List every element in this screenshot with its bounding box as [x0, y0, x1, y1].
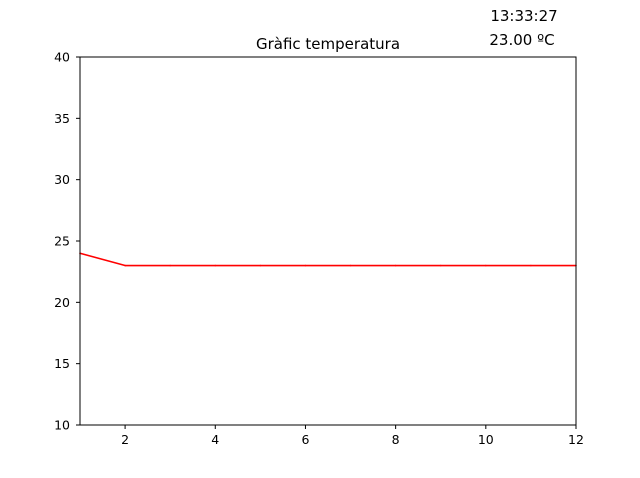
x-tick-label: 10 [478, 432, 494, 447]
temperature-data-point [304, 264, 307, 267]
x-tick-label: 6 [301, 432, 309, 447]
temperature-data-point [349, 264, 352, 267]
temperature-data-point [259, 264, 262, 267]
x-tick-label: 2 [121, 432, 129, 447]
temperature-data-point [439, 264, 442, 267]
series-layer [79, 252, 577, 267]
temperature-data-point [169, 264, 171, 267]
x-tick-label: 4 [211, 432, 219, 447]
y-tick-label: 20 [54, 295, 70, 310]
y-tick-label: 15 [54, 356, 70, 371]
x-axis: 2 4 6 8 10 12 [121, 425, 584, 447]
x-tick-label: 12 [568, 432, 584, 447]
temperature-series-line [79, 252, 576, 267]
time-readout: 13:33:27 [490, 7, 557, 25]
y-tick-label: 35 [54, 111, 70, 126]
temperature-data-point [485, 264, 487, 267]
x-tick-label: 8 [392, 432, 400, 447]
y-tick-label: 40 [54, 50, 70, 65]
y-tick-label: 10 [54, 418, 70, 433]
chart-title: Gràfic temperatura [256, 35, 400, 53]
y-tick-label: 25 [54, 234, 70, 249]
plot-frame [79, 56, 577, 426]
temperature-data-point [124, 264, 126, 267]
temperature-readout: 23.00 ºC [489, 31, 554, 49]
temperature-data-point [530, 264, 532, 267]
y-axis: 10 15 20 25 30 35 40 [54, 50, 80, 433]
temperature-data-point [394, 264, 397, 267]
y-tick-label: 30 [54, 172, 70, 187]
temperature-data-point [214, 264, 217, 267]
